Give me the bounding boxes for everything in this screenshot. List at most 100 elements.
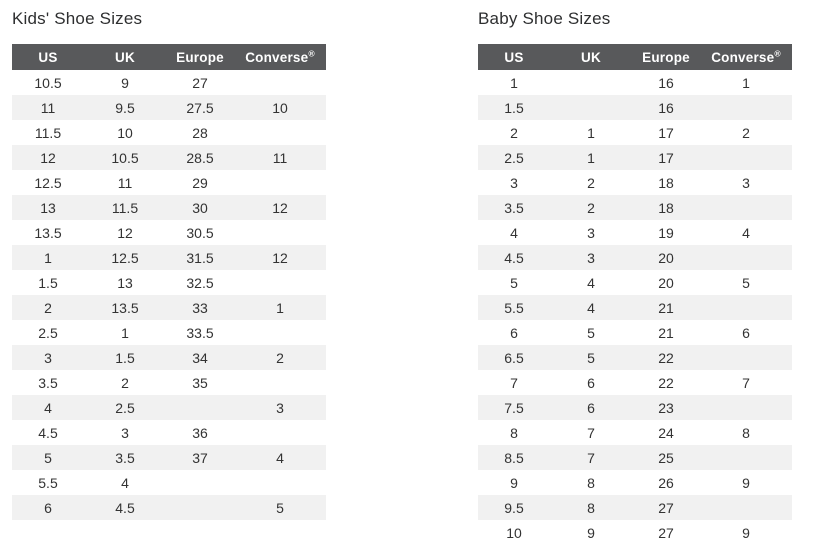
table-cell: 9.5 [115,99,135,116]
table-cell: 16 [658,74,674,91]
table-cell: 28.5 [186,149,214,166]
table-cell: 1 [587,149,595,166]
kids-table-title: Kids' Shoe Sizes [12,9,143,28]
table-cell: 7.5 [504,399,524,416]
table-row: 3.5 2 18 [478,195,792,220]
table-cell: 9 [742,524,750,541]
table-cell: 5 [276,499,284,516]
table-cell: 5.5 [38,474,58,491]
table-cell: 20 [658,249,674,266]
table-cell: 5 [587,324,595,341]
table-row: 11.5 10 28 [12,120,326,145]
table-row: 4.5 3 36 [12,420,326,445]
table-cell: 4.5 [38,424,58,441]
table-cell: 3 [121,424,129,441]
table-cell: 35 [192,374,208,391]
table-cell [234,70,326,95]
table-cell: 20 [658,274,674,291]
table-cell: 6.5 [504,349,524,366]
table-cell: 12.5 [34,174,62,191]
table-cell [550,70,632,95]
table-cell: 3 [742,174,750,191]
table-cell: 2.5 [504,149,524,166]
table-cell: 9 [587,524,595,541]
table-cell: 1 [742,74,750,91]
table-cell: 2 [44,299,52,316]
table-row: 5 3.5 37 4 [12,445,326,470]
table-cell: 6 [510,324,518,341]
table-row: 13 11.5 30 12 [12,195,326,220]
table-cell: 5 [510,274,518,291]
table-cell: 31.5 [186,249,214,266]
table-cell: 2 [276,349,284,366]
table-cell: 2 [587,174,595,191]
table-cell [234,220,326,245]
table-cell: 26 [658,474,674,491]
table-cell: 2.5 [38,324,58,341]
table-row: 1 12.5 31.5 12 [12,245,326,270]
column-header: Converse® [234,44,326,70]
table-row: 5.5 4 [12,470,326,495]
table-cell: 27 [658,524,674,541]
table-cell: 10.5 [111,149,139,166]
table-cell [700,95,792,120]
table-cell: 22 [658,349,674,366]
table-cell [166,470,234,495]
table-cell: 3 [44,349,52,366]
table-cell [700,395,792,420]
table-cell: 3.5 [115,449,135,466]
table-cell: 1 [510,74,518,91]
table-row: 8 7 24 8 [478,420,792,445]
table-cell: 36 [192,424,208,441]
kids-size-table: US UK Europe Converse® 10.5 9 27 11 9.5 27.5 10 11… [12,44,326,520]
table-cell: 4.5 [115,499,135,516]
table-cell: 17 [658,149,674,166]
table-cell: 9.5 [504,499,524,516]
table-row: 6.5 5 22 [478,345,792,370]
column-header: US [478,44,550,70]
table-row: 5.5 4 21 [478,295,792,320]
table-cell [700,345,792,370]
table-cell: 18 [658,199,674,216]
table-cell: 12 [40,149,56,166]
table-cell: 16 [658,99,674,116]
table-row: 6 5 21 6 [478,320,792,345]
table-cell: 11 [40,99,56,116]
table-cell [700,445,792,470]
table-cell [700,195,792,220]
table-cell: 10.5 [34,74,62,91]
table-cell: 3.5 [504,199,524,216]
table-row: 2 13.5 33 1 [12,295,326,320]
table-cell: 1 [44,249,52,266]
table-cell: 8 [587,474,595,491]
table-row: 2.5 1 17 [478,145,792,170]
table-cell: 12.5 [111,249,139,266]
table-cell: 2 [510,124,518,141]
table-cell: 13 [117,274,133,291]
table-row: 6 4.5 5 [12,495,326,520]
table-cell: 3.5 [38,374,58,391]
table-cell: 13 [40,199,56,216]
table-cell: 21 [658,324,674,341]
table-cell: 4 [44,399,52,416]
table-row: 13.5 12 30.5 [12,220,326,245]
table-cell: 33 [192,299,208,316]
table-cell [166,395,234,420]
table-cell: 3 [587,249,595,266]
table-cell [234,320,326,345]
table-row: 1.5 16 [478,95,792,120]
table-cell: 11 [272,149,288,166]
table-row: 12 10.5 28.5 11 [12,145,326,170]
table-cell: 24 [658,424,674,441]
table-row: 4.5 3 20 [478,245,792,270]
table-row: 7.5 6 23 [478,395,792,420]
table-cell [234,270,326,295]
table-cell: 6 [587,374,595,391]
table-cell: 4 [587,274,595,291]
table-cell [234,420,326,445]
column-header: US [12,44,84,70]
table-cell: 1.5 [504,99,524,116]
table-cell: 3 [276,399,284,416]
table-cell: 3 [510,174,518,191]
